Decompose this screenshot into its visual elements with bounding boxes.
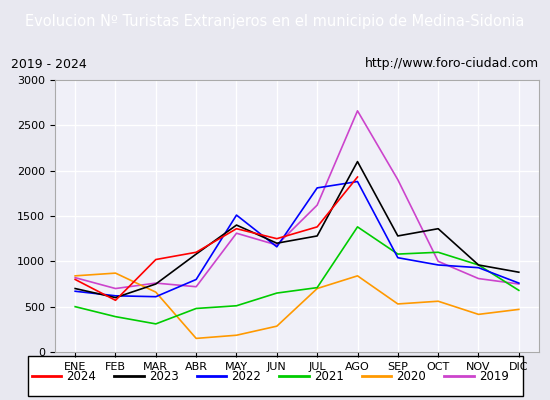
Text: http://www.foro-ciudad.com: http://www.foro-ciudad.com xyxy=(365,58,539,70)
Text: 2019: 2019 xyxy=(478,370,509,382)
Text: Evolucion Nº Turistas Extranjeros en el municipio de Medina-Sidonia: Evolucion Nº Turistas Extranjeros en el … xyxy=(25,14,525,29)
Text: 2024: 2024 xyxy=(67,370,96,382)
FancyBboxPatch shape xyxy=(28,356,522,396)
Text: 2023: 2023 xyxy=(148,370,179,382)
Text: 2022: 2022 xyxy=(231,370,261,382)
Text: 2019 - 2024: 2019 - 2024 xyxy=(11,58,87,70)
Text: 2021: 2021 xyxy=(314,370,344,382)
Text: 2020: 2020 xyxy=(396,370,426,382)
